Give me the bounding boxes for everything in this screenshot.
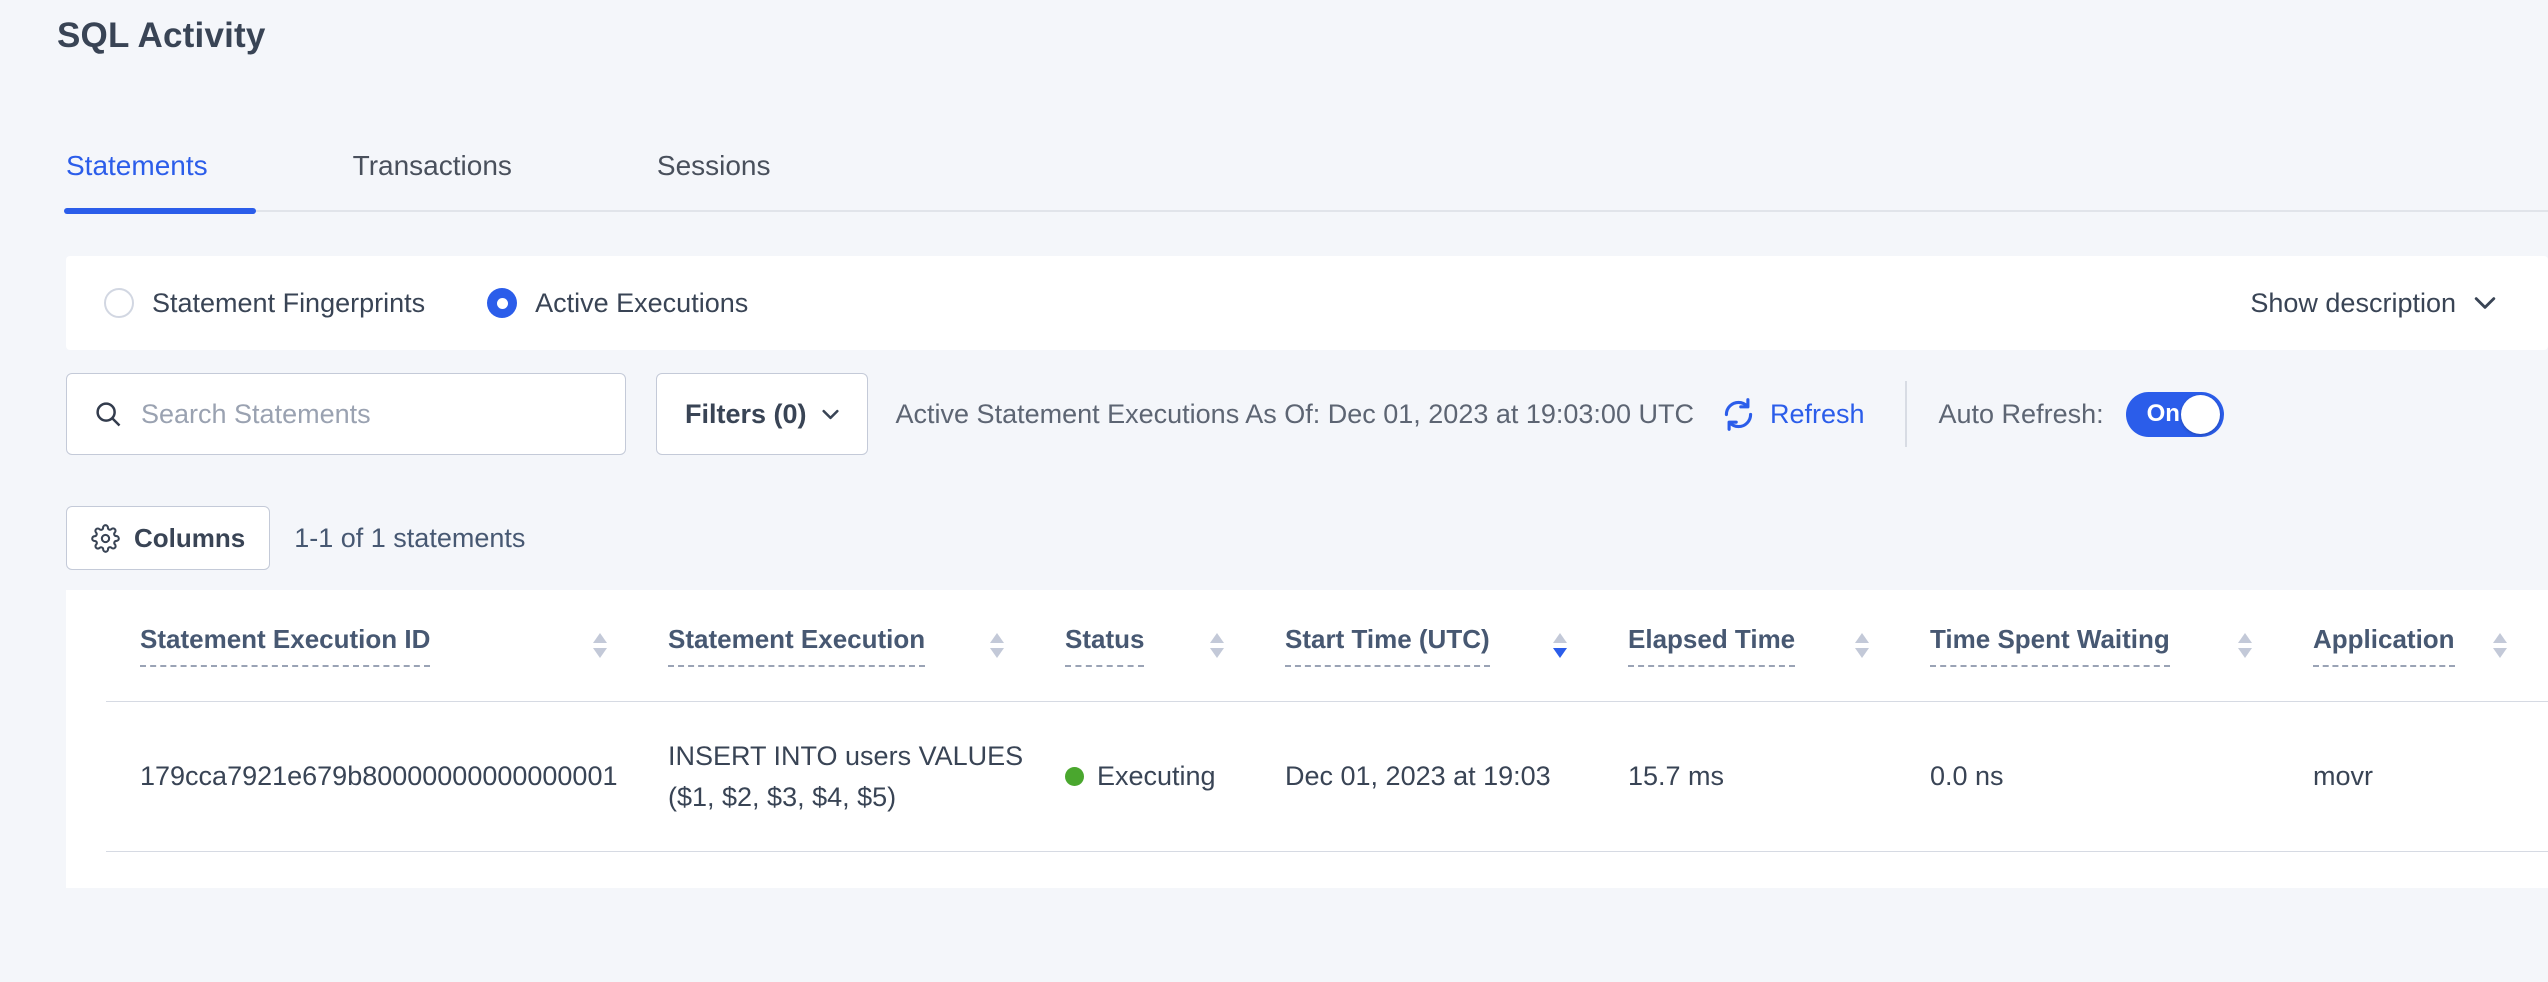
search-icon bbox=[93, 399, 123, 429]
auto-refresh-state: On bbox=[2146, 400, 2180, 427]
chevron-down-icon bbox=[821, 409, 839, 420]
gear-icon bbox=[91, 523, 120, 553]
toolbar: Filters (0) Active Statement Executions … bbox=[66, 373, 2548, 455]
chevron-down-icon bbox=[2474, 296, 2496, 310]
column-header-elapsed-time[interactable]: Elapsed Time bbox=[1628, 624, 1930, 667]
radio-label: Active Executions bbox=[535, 287, 749, 318]
radio-icon bbox=[487, 288, 518, 318]
sort-icon bbox=[2237, 632, 2253, 659]
column-header-time-spent-waiting[interactable]: Time Spent Waiting bbox=[1930, 624, 2313, 667]
sort-icon bbox=[592, 632, 608, 659]
filters-label: Filters (0) bbox=[685, 398, 807, 429]
sort-icon-active-desc bbox=[1552, 632, 1568, 659]
radio-active-executions[interactable]: Active Executions bbox=[487, 288, 748, 319]
radio-icon bbox=[104, 288, 134, 318]
statement-line-1: INSERT INTO users VALUES bbox=[668, 740, 1024, 771]
status-executing-dot-icon bbox=[1065, 767, 1084, 786]
show-description-label: Show description bbox=[2250, 287, 2456, 318]
statements-table: Statement Execution ID Statement Executi… bbox=[66, 590, 2548, 888]
refresh-label: Refresh bbox=[1769, 398, 1865, 429]
table-row: 179cca7921e679b80000000000000001 INSERT … bbox=[106, 702, 2548, 852]
cell-execution-id: 179cca7921e679b80000000000000001 bbox=[140, 761, 618, 791]
cell-start-time: Dec 01, 2023 at 19:03 bbox=[1285, 761, 1551, 791]
refresh-button[interactable]: Refresh bbox=[1720, 396, 1865, 433]
as-of-timestamp: Active Statement Executions As Of: Dec 0… bbox=[895, 398, 1694, 429]
column-header-application[interactable]: Application bbox=[2313, 624, 2548, 667]
table-controls: Columns 1-1 of 1 statements bbox=[66, 506, 525, 570]
column-header-status[interactable]: Status bbox=[1065, 624, 1285, 667]
sort-icon bbox=[2492, 632, 2508, 659]
radio-statement-fingerprints[interactable]: Statement Fingerprints bbox=[104, 288, 425, 319]
show-description-button[interactable]: Show description bbox=[2250, 288, 2496, 319]
cell-time-spent-waiting: 0.0 ns bbox=[1930, 761, 2004, 791]
view-mode-panel: Statement Fingerprints Active Executions… bbox=[66, 256, 2548, 350]
refresh-icon bbox=[1720, 396, 1757, 433]
column-header-statement-execution[interactable]: Statement Execution bbox=[668, 624, 1065, 667]
auto-refresh-toggle[interactable]: On bbox=[2125, 391, 2224, 437]
radio-label: Statement Fingerprints bbox=[152, 287, 426, 318]
statement-line-2: ($1, $2, $3, $4, $5) bbox=[668, 781, 897, 812]
tab-statements[interactable]: Statements bbox=[64, 150, 256, 214]
tab-transactions[interactable]: Transactions bbox=[352, 150, 512, 181]
tab-sessions[interactable]: Sessions bbox=[656, 150, 771, 181]
toolbar-divider bbox=[1904, 381, 1907, 447]
cell-application: movr bbox=[2313, 761, 2373, 791]
columns-label: Columns bbox=[134, 522, 246, 553]
sort-icon bbox=[1209, 632, 1225, 659]
cell-elapsed-time: 15.7 ms bbox=[1628, 761, 1725, 791]
columns-button[interactable]: Columns bbox=[66, 506, 271, 570]
tab-bar: Statements Transactions Sessions bbox=[64, 150, 2548, 214]
toggle-knob bbox=[2180, 394, 2220, 434]
search-box[interactable] bbox=[66, 373, 626, 455]
cell-status: Executing bbox=[1065, 761, 1285, 792]
results-count: 1-1 of 1 statements bbox=[294, 522, 526, 553]
sort-icon bbox=[989, 632, 1005, 659]
search-input[interactable] bbox=[141, 398, 625, 430]
page-title: SQL Activity bbox=[57, 16, 266, 55]
sort-icon bbox=[1854, 632, 1870, 659]
column-header-start-time[interactable]: Start Time (UTC) bbox=[1285, 624, 1628, 667]
filters-button[interactable]: Filters (0) bbox=[656, 373, 868, 455]
column-header-statement-execution-id[interactable]: Statement Execution ID bbox=[106, 624, 668, 667]
cell-statement-execution: INSERT INTO users VALUES ($1, $2, $3, $4… bbox=[668, 736, 1065, 818]
table-header-row: Statement Execution ID Statement Executi… bbox=[106, 590, 2548, 702]
status-text: Executing bbox=[1097, 761, 1216, 791]
auto-refresh-label: Auto Refresh: bbox=[1938, 398, 2104, 429]
